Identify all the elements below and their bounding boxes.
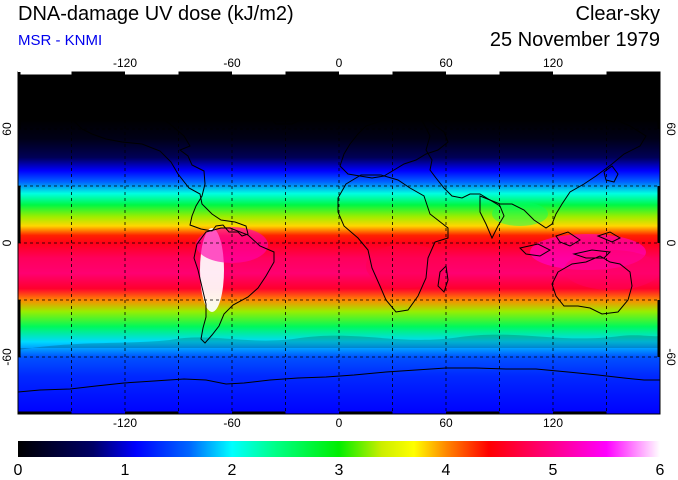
axis-tick-labels: -120 -120 -60 -60 0 0 60 60 120 120 60 60 0 0 -60 -60 (0, 56, 678, 430)
right-latitude-label: 60 (664, 122, 678, 136)
frame-edge-marks (17, 71, 661, 415)
south-america-coastline (193, 227, 275, 344)
japan-coastline (603, 165, 619, 183)
bottom-longitude-label: 60 (439, 416, 453, 430)
bottom-longitude-label: -60 (223, 416, 241, 430)
bottom-longitude-label: 0 (336, 416, 343, 430)
colorbar-label: 4 (442, 462, 451, 479)
india-coastline (479, 195, 505, 240)
left-latitude-label: 0 (0, 239, 14, 246)
south-america-pink-patch (196, 227, 268, 263)
date-label: 25 November 1979 (489, 29, 660, 51)
madagascar-coastline (437, 264, 449, 293)
north-america-coastline (59, 83, 249, 237)
top-longitude-label: -120 (113, 56, 137, 70)
asia-coastline (415, 97, 647, 229)
left-latitude-label: -60 (0, 348, 14, 366)
bottom-longitude-label: -120 (113, 416, 137, 430)
colorbar-label: 5 (549, 462, 558, 479)
indonesia-coastline (519, 231, 622, 259)
right-latitude-label: -60 (664, 348, 678, 366)
colorbar-label: 0 (14, 462, 23, 479)
bottom-longitude-label: 120 (543, 416, 563, 430)
colorbar-label: 2 (228, 462, 237, 479)
right-latitude-label: 0 (664, 240, 678, 247)
greenland-coastline (259, 79, 319, 125)
africa-coastline (337, 174, 449, 313)
colorbar (18, 441, 660, 457)
source-label: MSR - KNMI (18, 32, 103, 49)
left-latitude-label: 60 (0, 122, 14, 136)
coastlines (18, 79, 660, 393)
top-longitude-label: 0 (336, 56, 343, 70)
antarctica-coastline (18, 367, 660, 393)
map-title: DNA-damage UV dose (kJ/m2) (18, 3, 294, 25)
lat-lon-grid (18, 72, 660, 414)
sky-condition-label: Clear-sky (575, 3, 660, 25)
colorbar-label: 1 (121, 462, 130, 479)
top-longitude-label: 120 (543, 56, 563, 70)
top-longitude-label: 60 (439, 56, 453, 70)
colorbar-label: 6 (656, 462, 665, 479)
top-longitude-label: -60 (223, 56, 241, 70)
colorbar-label: 3 (335, 462, 344, 479)
europe-coastline (339, 111, 449, 179)
colorbar-tick-labels: 0 1 2 3 4 5 6 (14, 462, 665, 479)
australia-red-patch (564, 250, 660, 290)
